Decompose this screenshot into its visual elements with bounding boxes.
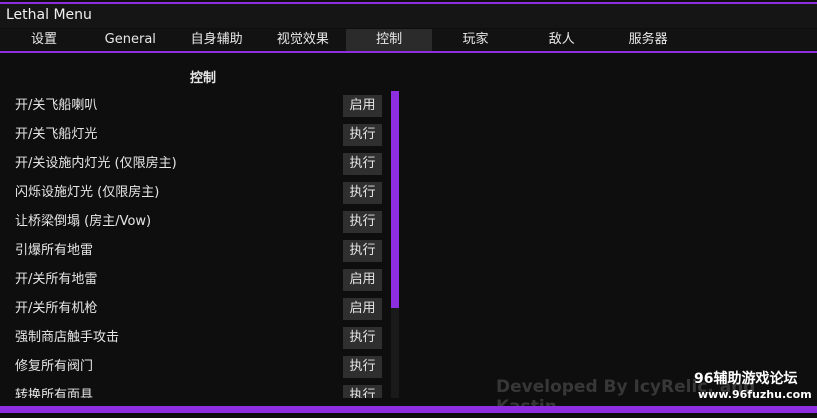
tab[interactable]: 视觉效果 xyxy=(276,32,329,47)
row-label: 开/关设施内灯光 (仅限房主) xyxy=(15,156,177,171)
row-label: 开/关所有机枪 xyxy=(15,301,98,316)
action-button[interactable]: 启用 xyxy=(343,95,382,117)
accent-line xyxy=(0,51,817,53)
tab[interactable]: 玩家 xyxy=(462,32,489,47)
action-button[interactable]: 执行 xyxy=(343,240,382,262)
action-button[interactable]: 执行 xyxy=(343,356,382,378)
row-label: 开/关飞船灯光 xyxy=(15,127,98,142)
action-button[interactable]: 执行 xyxy=(343,211,382,233)
tab[interactable]: 自身辅助 xyxy=(190,32,243,47)
tab[interactable]: 设置 xyxy=(30,32,57,47)
window-title: Lethal Menu xyxy=(6,7,92,23)
row-label: 开/关所有地雷 xyxy=(15,272,98,287)
action-button[interactable]: 执行 xyxy=(343,327,382,349)
watermark-url: www.96fuzhu.com xyxy=(698,388,812,401)
title-bar xyxy=(0,4,817,28)
action-button[interactable]: 执行 xyxy=(343,153,382,175)
action-button[interactable]: 执行 xyxy=(343,182,382,204)
action-button[interactable]: 执行 xyxy=(343,385,382,398)
accent-line xyxy=(0,406,817,413)
action-button[interactable]: 启用 xyxy=(343,269,382,291)
row-label: 开/关飞船喇叭 xyxy=(15,98,98,113)
tab[interactable]: 服务器 xyxy=(628,32,668,47)
row-label: 引爆所有地雷 xyxy=(15,243,94,258)
tab[interactable]: 控制 xyxy=(346,29,433,51)
row-label: 强制商店触手攻击 xyxy=(15,330,120,345)
accent-line xyxy=(0,2,817,4)
section-title: 控制 xyxy=(190,71,217,86)
content-panel: 控制 开/关飞船喇叭 启用 开/关飞船灯光 执行 开/关设施内灯光 (仅限房主) 执行 闪烁… xyxy=(0,53,817,398)
tab[interactable]: 敌人 xyxy=(548,32,575,47)
tab[interactable]: General xyxy=(104,32,156,47)
action-button[interactable]: 执行 xyxy=(343,124,382,146)
watermark-title: 96辅助游戏论坛 xyxy=(694,371,798,387)
scrollbar-thumb[interactable] xyxy=(391,91,399,308)
row-label: 转换所有面具 xyxy=(15,388,94,398)
row-label: 闪烁设施灯光 (仅限房主) xyxy=(15,185,160,200)
action-button[interactable]: 启用 xyxy=(343,298,382,320)
row-label: 修复所有阀门 xyxy=(15,359,94,374)
row-label: 让桥梁倒塌 (房主/Vow) xyxy=(15,214,152,229)
